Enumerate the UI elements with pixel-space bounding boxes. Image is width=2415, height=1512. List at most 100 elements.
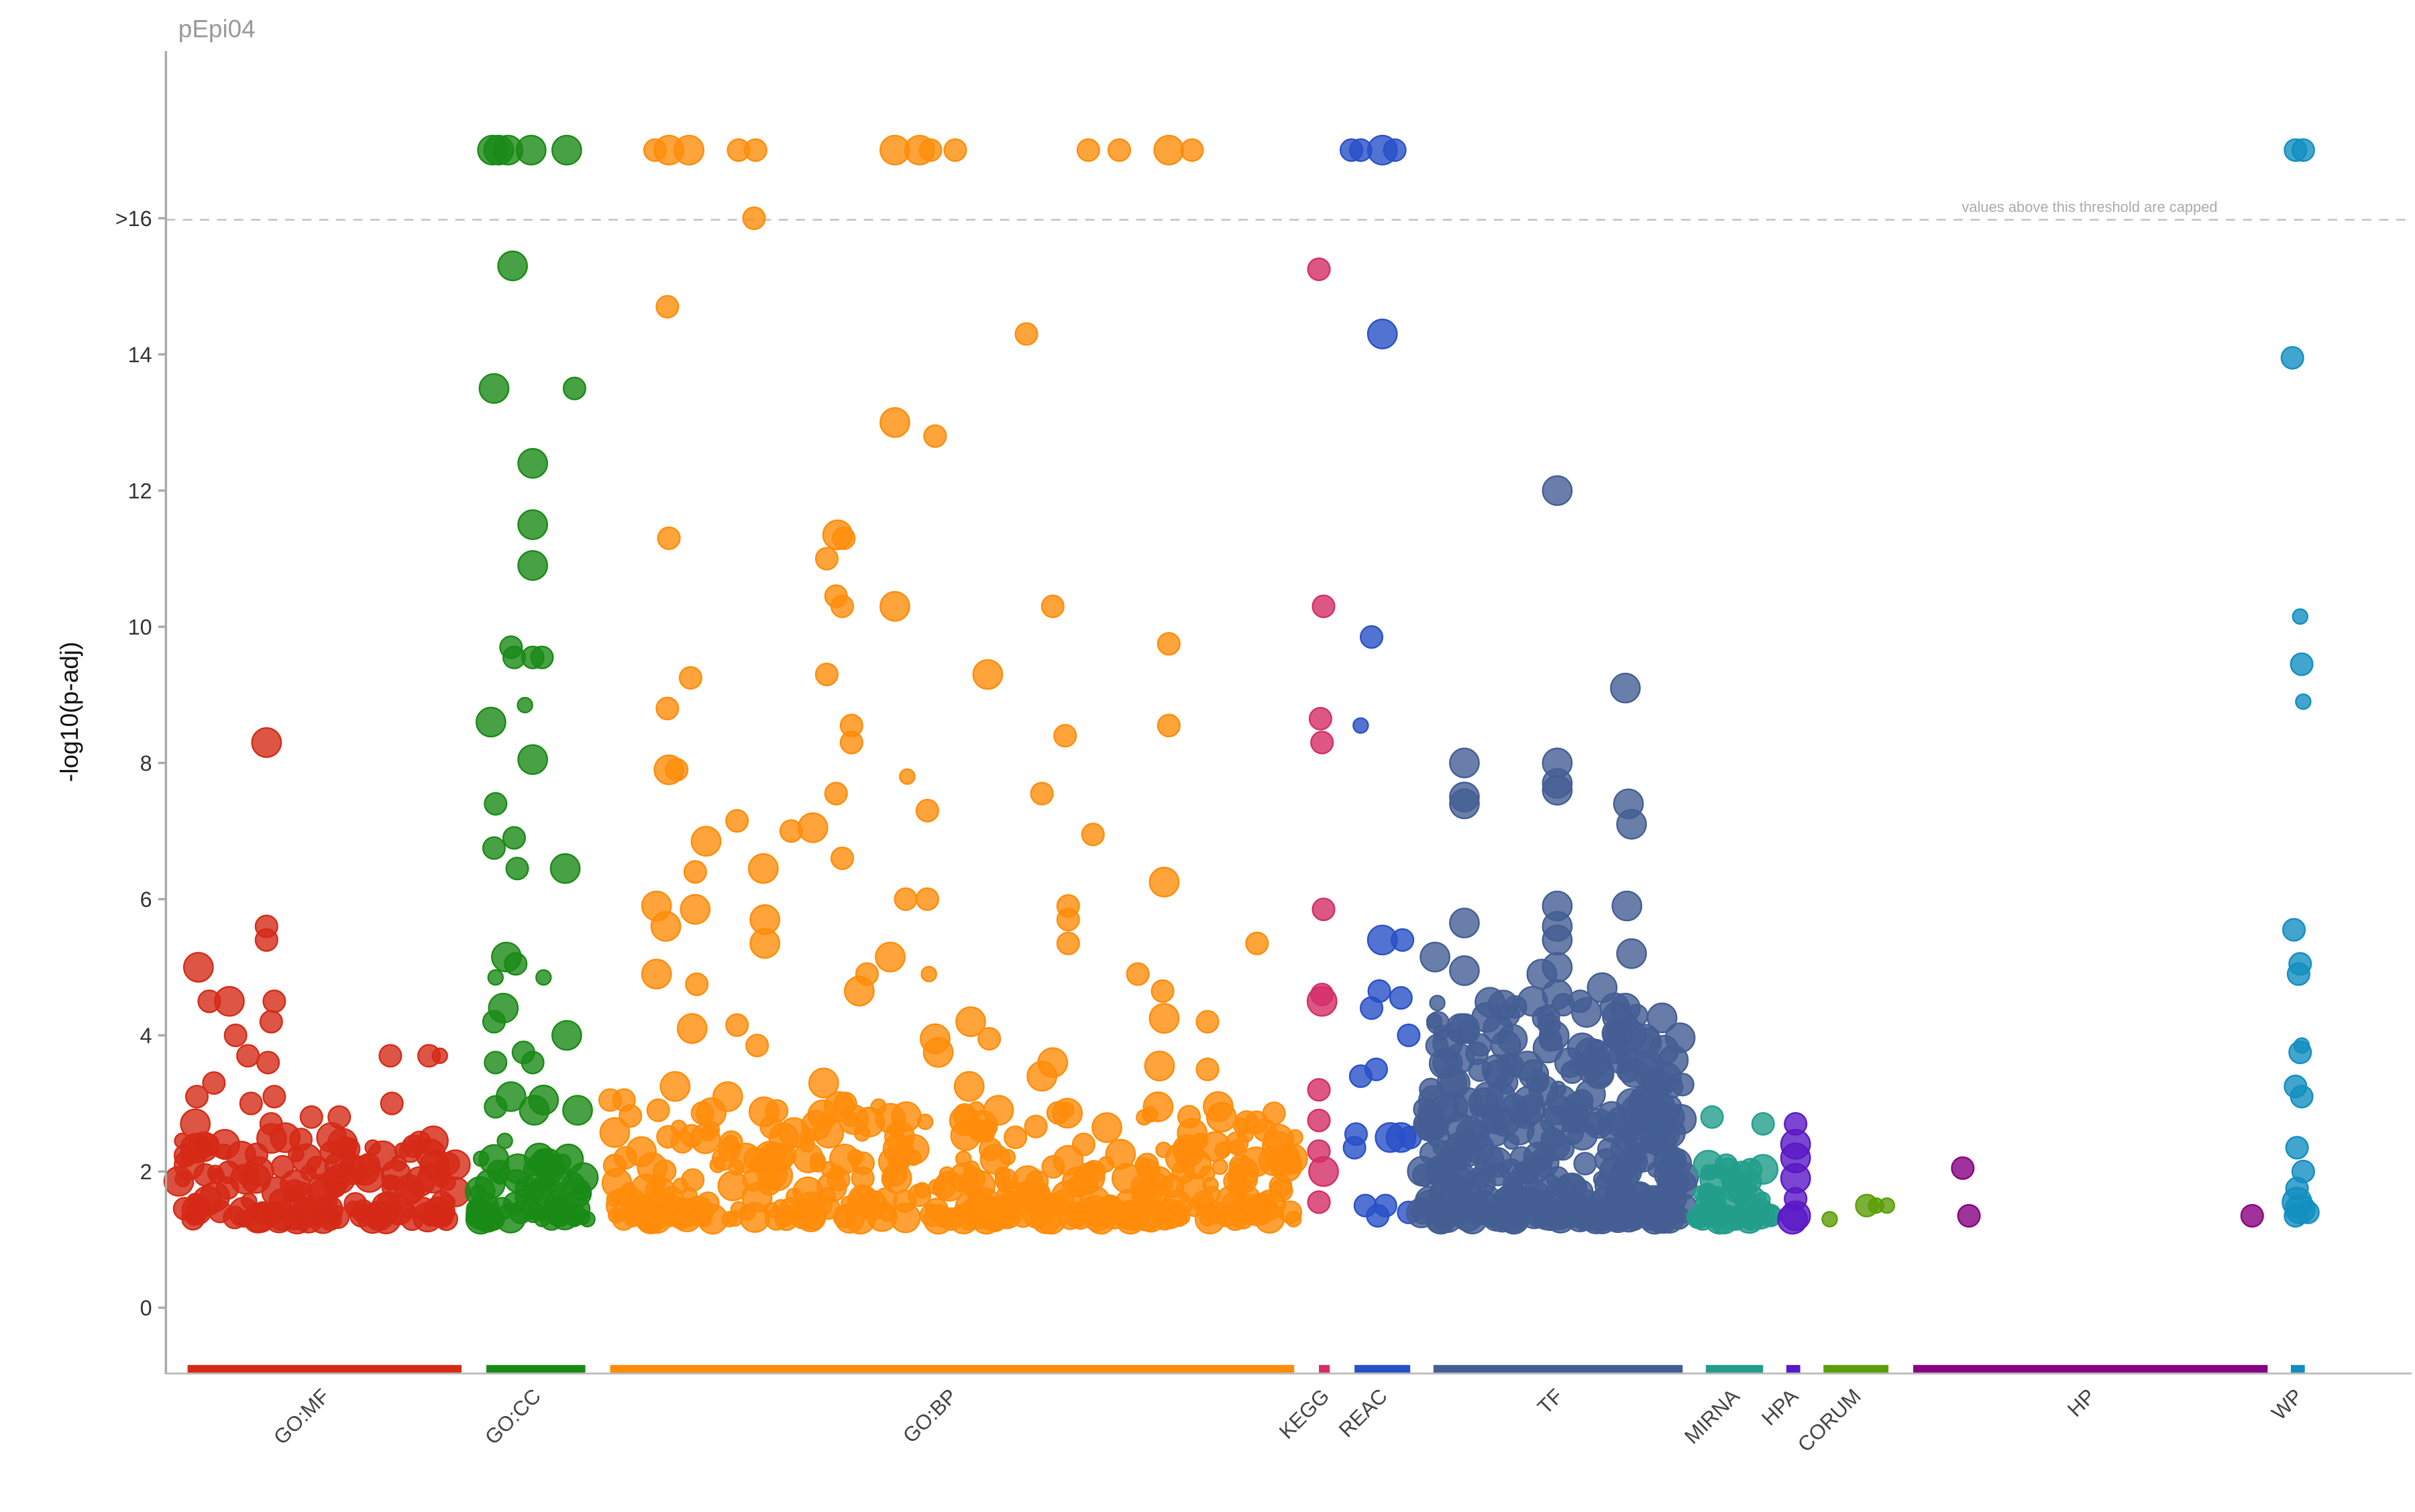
data-point[interactable] — [517, 744, 548, 775]
data-point[interactable] — [1236, 1185, 1260, 1209]
data-point[interactable] — [1474, 1171, 1491, 1188]
data-point[interactable] — [899, 768, 916, 785]
data-point[interactable] — [977, 1026, 1002, 1051]
data-point[interactable] — [1360, 625, 1384, 649]
data-point[interactable] — [1611, 890, 1643, 922]
data-point[interactable] — [1232, 1117, 1250, 1134]
data-point[interactable] — [390, 1154, 407, 1172]
data-point[interactable] — [690, 826, 722, 857]
data-point[interactable] — [1091, 1112, 1122, 1143]
data-point[interactable] — [1529, 1074, 1547, 1091]
data-point[interactable] — [717, 1138, 741, 1162]
data-point[interactable] — [484, 1050, 508, 1075]
data-point[interactable] — [1556, 1173, 1588, 1203]
data-point[interactable] — [549, 1199, 580, 1231]
data-point[interactable] — [807, 1099, 839, 1130]
data-point[interactable] — [487, 969, 504, 986]
data-point[interactable] — [239, 1091, 263, 1116]
data-point[interactable] — [497, 250, 528, 282]
data-point[interactable] — [181, 1195, 213, 1226]
data-point[interactable] — [851, 1151, 875, 1175]
data-point[interactable] — [1083, 1161, 1100, 1179]
data-point[interactable] — [1153, 134, 1185, 166]
data-point[interactable] — [1180, 138, 1204, 162]
data-point[interactable] — [174, 1132, 191, 1149]
data-point[interactable] — [955, 1006, 986, 1037]
data-point[interactable] — [991, 1198, 1022, 1230]
data-point[interactable] — [1240, 1146, 1272, 1177]
data-point[interactable] — [1413, 1097, 1437, 1122]
data-point[interactable] — [601, 1167, 633, 1199]
data-point[interactable] — [474, 1199, 491, 1216]
data-point[interactable] — [879, 407, 910, 438]
data-point[interactable] — [1030, 781, 1054, 806]
data-point[interactable] — [1306, 985, 1338, 1017]
data-point[interactable] — [521, 1050, 545, 1075]
data-point[interactable] — [1957, 1203, 1981, 1228]
data-point[interactable] — [1212, 1158, 1228, 1175]
data-point[interactable] — [2282, 918, 2306, 942]
data-point[interactable] — [1641, 1112, 1665, 1136]
data-point[interactable] — [1426, 1011, 1450, 1035]
data-point[interactable] — [288, 1128, 313, 1152]
data-point[interactable] — [182, 952, 214, 983]
data-point[interactable] — [1026, 1061, 1057, 1092]
data-point[interactable] — [1751, 1112, 1775, 1136]
data-point[interactable] — [893, 1189, 917, 1213]
data-point[interactable] — [2288, 1040, 2312, 1065]
data-point[interactable] — [839, 731, 863, 755]
data-point[interactable] — [1542, 924, 1573, 956]
data-point[interactable] — [398, 1202, 416, 1219]
data-point[interactable] — [484, 792, 508, 816]
data-point[interactable] — [421, 1210, 439, 1227]
data-point[interactable] — [1440, 1067, 1470, 1099]
data-point[interactable] — [748, 1096, 780, 1128]
data-point[interactable] — [1542, 475, 1573, 506]
data-point[interactable] — [519, 1095, 550, 1126]
data-point[interactable] — [1360, 996, 1384, 1020]
data-point[interactable] — [1616, 1088, 1647, 1119]
data-point[interactable] — [517, 509, 548, 540]
data-point[interactable] — [1613, 1128, 1637, 1152]
data-point[interactable] — [502, 826, 526, 850]
data-point[interactable] — [515, 134, 547, 166]
data-point[interactable] — [555, 1153, 572, 1171]
data-point[interactable] — [1700, 1164, 1717, 1181]
data-point[interactable] — [262, 1085, 286, 1109]
data-point[interactable] — [1499, 1158, 1523, 1182]
data-point[interactable] — [1069, 1206, 1093, 1230]
data-point[interactable] — [953, 1071, 985, 1102]
data-point[interactable] — [1383, 138, 1407, 162]
data-point[interactable] — [475, 706, 506, 738]
data-point[interactable] — [1587, 972, 1618, 1004]
data-point[interactable] — [364, 1139, 381, 1156]
data-point[interactable] — [748, 853, 779, 884]
data-point[interactable] — [1449, 747, 1480, 779]
data-point[interactable] — [256, 1050, 280, 1075]
data-point[interactable] — [725, 1013, 749, 1037]
data-point[interactable] — [1199, 1210, 1216, 1227]
data-point[interactable] — [1366, 1203, 1390, 1228]
data-point[interactable] — [504, 952, 528, 976]
data-point[interactable] — [934, 1171, 965, 1202]
data-point[interactable] — [1397, 1023, 1421, 1047]
data-point[interactable] — [1366, 319, 1398, 349]
data-point[interactable] — [881, 1171, 898, 1189]
data-point[interactable] — [2280, 345, 2304, 370]
data-point[interactable] — [792, 1142, 824, 1173]
data-point[interactable] — [202, 1071, 226, 1095]
data-point[interactable] — [1161, 1189, 1193, 1221]
data-point[interactable] — [324, 1150, 356, 1181]
data-point[interactable] — [1601, 1033, 1631, 1065]
data-point[interactable] — [659, 1071, 691, 1102]
data-point[interactable] — [1053, 724, 1077, 748]
data-point[interactable] — [380, 1091, 404, 1116]
data-point[interactable] — [1426, 1203, 1456, 1235]
data-point[interactable] — [1307, 1078, 1331, 1102]
data-point[interactable] — [1307, 1190, 1331, 1214]
data-point[interactable] — [1389, 986, 1413, 1010]
data-point[interactable] — [180, 1108, 211, 1140]
data-point[interactable] — [1248, 1206, 1265, 1223]
data-point[interactable] — [223, 1023, 248, 1047]
data-point[interactable] — [1115, 1203, 1146, 1235]
